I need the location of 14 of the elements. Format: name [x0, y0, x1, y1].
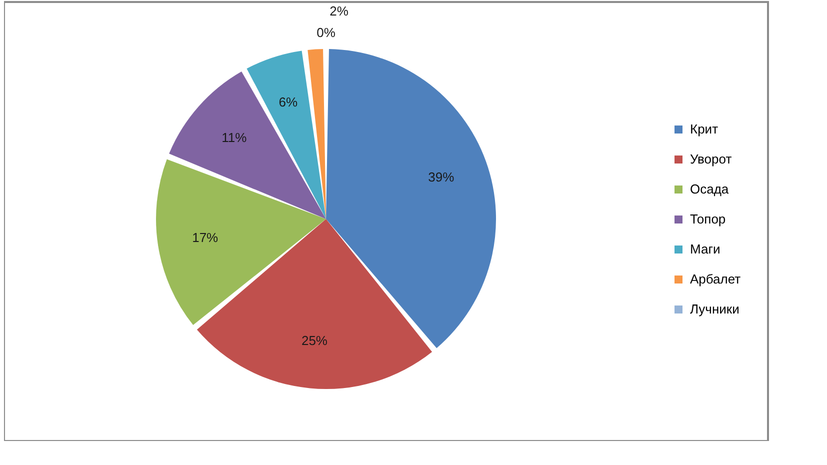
data-label: 39%	[428, 170, 455, 185]
legend-label: Крит	[690, 122, 718, 136]
data-label: 25%	[301, 332, 328, 348]
data-label: 6%	[278, 94, 298, 110]
legend-label: Уворот	[690, 152, 732, 166]
data-label: 11%	[222, 130, 248, 146]
legend-label: Маги	[690, 242, 720, 256]
legend-label: Арбалет	[690, 272, 741, 286]
legend-label: Лучники	[690, 302, 740, 316]
data-label: 17%	[192, 230, 219, 246]
text: 0%	[316, 25, 336, 40]
legend-label: Осада	[690, 182, 730, 196]
legend-label: Топор	[690, 212, 726, 226]
data-label: 2%	[330, 3, 349, 18]
